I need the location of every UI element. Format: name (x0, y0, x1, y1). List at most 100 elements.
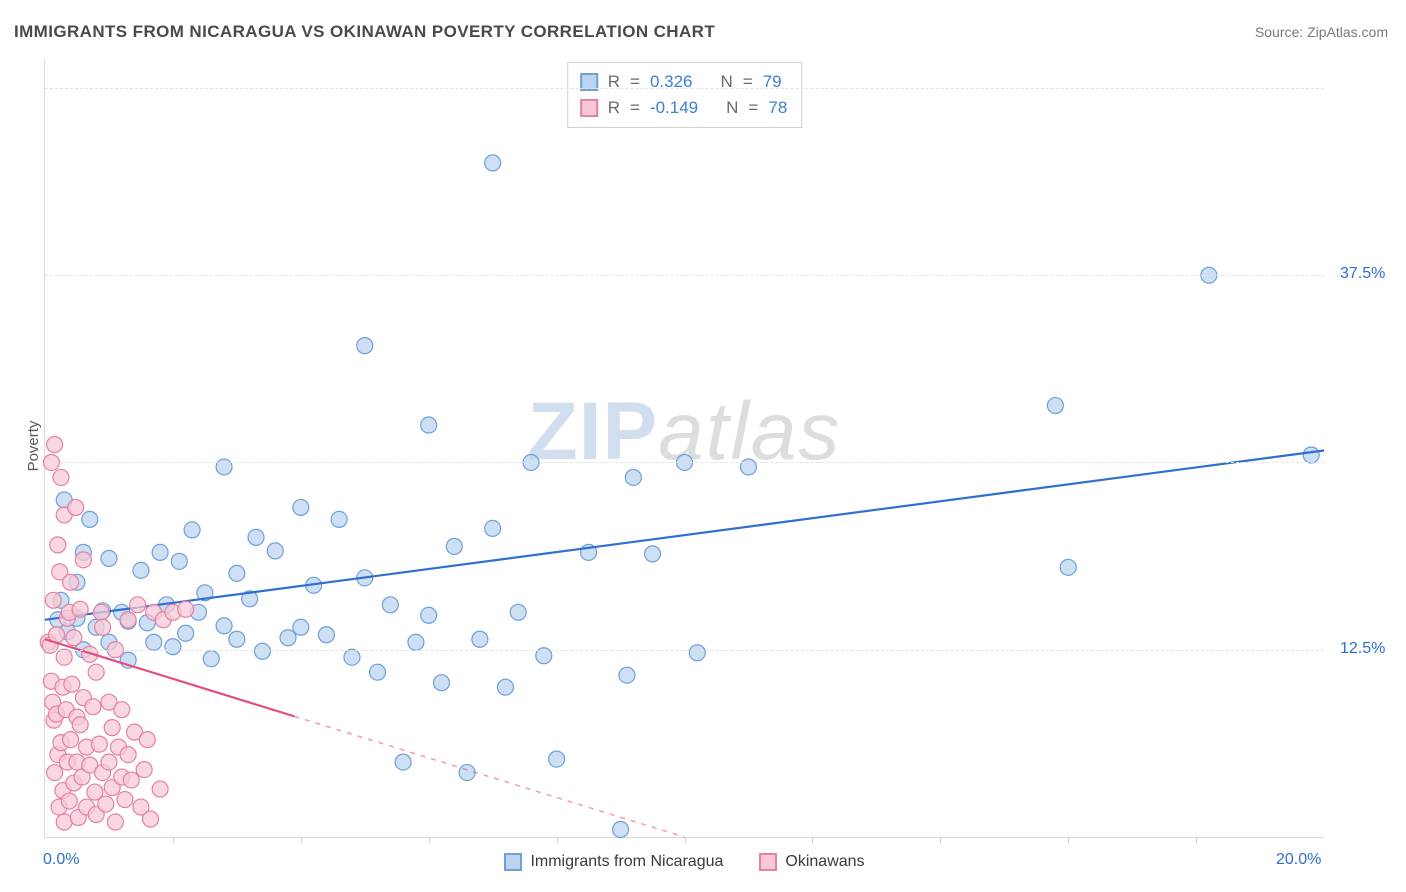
data-point-nicaragua (472, 631, 488, 647)
data-point-nicaragua (740, 459, 756, 475)
legend-item-nicaragua: Immigrants from Nicaragua (504, 853, 723, 871)
data-point-nicaragua (178, 625, 194, 641)
data-point-okinawans (88, 664, 104, 680)
data-point-nicaragua (357, 338, 373, 354)
data-point-okinawans (64, 676, 80, 692)
n-value-okinawans: 78 (768, 95, 787, 121)
data-point-okinawans (63, 732, 79, 748)
data-point-nicaragua (1303, 447, 1319, 463)
data-point-okinawans (152, 781, 168, 797)
data-point-nicaragua (254, 643, 270, 659)
data-point-okinawans (101, 754, 117, 770)
r-label: R (608, 69, 620, 95)
legend-item-okinawans: Okinawans (759, 853, 864, 871)
data-point-okinawans (117, 792, 133, 808)
chart-title: IMMIGRANTS FROM NICARAGUA VS OKINAWAN PO… (14, 22, 715, 42)
data-point-nicaragua (293, 499, 309, 515)
data-point-nicaragua (133, 562, 149, 578)
r-label: R (608, 95, 620, 121)
data-point-nicaragua (613, 822, 629, 838)
gridline (45, 88, 1324, 89)
data-point-okinawans (61, 793, 77, 809)
gridline (45, 275, 1324, 276)
data-point-nicaragua (203, 651, 219, 667)
data-point-nicaragua (229, 565, 245, 581)
equals-sign: = (748, 95, 758, 121)
legend-label-nicaragua: Immigrants from Nicaragua (530, 853, 723, 871)
data-point-nicaragua (171, 553, 187, 569)
x-tick-mark (429, 837, 430, 843)
correlation-chart: IMMIGRANTS FROM NICARAGUA VS OKINAWAN PO… (0, 0, 1406, 892)
data-point-nicaragua (619, 667, 635, 683)
data-point-nicaragua (248, 529, 264, 545)
x-tick-mark (1196, 837, 1197, 843)
data-point-nicaragua (485, 155, 501, 171)
y-tick-label: 37.5% (1340, 265, 1385, 283)
stats-row-okinawans: R = -0.149 N = 78 (580, 95, 788, 121)
data-point-nicaragua (216, 618, 232, 634)
data-point-nicaragua (165, 639, 181, 655)
data-point-nicaragua (216, 459, 232, 475)
data-point-okinawans (143, 811, 159, 827)
data-point-nicaragua (370, 664, 386, 680)
data-point-nicaragua (82, 511, 98, 527)
source-attribution: Source: ZipAtlas.com (1255, 24, 1388, 40)
data-point-okinawans (104, 720, 120, 736)
data-point-nicaragua (293, 619, 309, 635)
data-point-nicaragua (146, 634, 162, 650)
swatch-okinawans (580, 99, 598, 117)
equals-sign: = (630, 95, 640, 121)
data-point-okinawans (68, 499, 84, 515)
data-point-nicaragua (1060, 559, 1076, 575)
data-point-nicaragua (497, 679, 513, 695)
data-point-nicaragua (331, 511, 347, 527)
data-point-nicaragua (433, 675, 449, 691)
x-tick-mark (301, 837, 302, 843)
data-point-okinawans (123, 772, 139, 788)
data-point-okinawans (98, 796, 114, 812)
x-tick-mark (1068, 837, 1069, 843)
data-point-nicaragua (645, 546, 661, 562)
data-point-nicaragua (318, 627, 334, 643)
r-value-nicaragua: 0.326 (650, 69, 693, 95)
x-tick-mark (557, 837, 558, 843)
data-point-okinawans (72, 601, 88, 617)
data-point-nicaragua (421, 417, 437, 433)
data-point-nicaragua (101, 550, 117, 566)
plot-area: ZIPatlas R = 0.326 N = 79 R = -0.149 N (44, 58, 1324, 838)
data-point-okinawans (47, 765, 63, 781)
data-point-nicaragua (625, 469, 641, 485)
data-point-okinawans (139, 732, 155, 748)
n-label: N (720, 69, 732, 95)
data-point-nicaragua (459, 765, 475, 781)
x-tick-mark (812, 837, 813, 843)
data-point-okinawans (63, 574, 79, 590)
data-point-okinawans (56, 649, 72, 665)
data-point-nicaragua (280, 630, 296, 646)
data-point-okinawans (91, 736, 107, 752)
data-point-okinawans (66, 630, 82, 646)
data-point-okinawans (72, 717, 88, 733)
equals-sign: = (630, 69, 640, 95)
data-point-nicaragua (446, 538, 462, 554)
data-point-nicaragua (549, 751, 565, 767)
data-point-nicaragua (421, 607, 437, 623)
data-point-okinawans (75, 552, 91, 568)
data-point-okinawans (120, 747, 136, 763)
data-point-okinawans (95, 619, 111, 635)
n-label: N (726, 95, 738, 121)
data-point-nicaragua (267, 543, 283, 559)
data-point-okinawans (120, 612, 136, 628)
x-tick-label: 0.0% (43, 851, 79, 869)
data-point-nicaragua (184, 522, 200, 538)
data-point-okinawans (107, 814, 123, 830)
swatch-okinawans (759, 853, 777, 871)
data-point-okinawans (136, 762, 152, 778)
y-tick-label: 12.5% (1340, 640, 1385, 658)
data-point-nicaragua (1047, 398, 1063, 414)
trend-line-dashed-okinawans (294, 716, 684, 837)
r-value-okinawans: -0.149 (650, 95, 698, 121)
stats-row-nicaragua: R = 0.326 N = 79 (580, 69, 788, 95)
data-point-nicaragua (485, 520, 501, 536)
x-tick-label: 20.0% (1276, 851, 1321, 869)
